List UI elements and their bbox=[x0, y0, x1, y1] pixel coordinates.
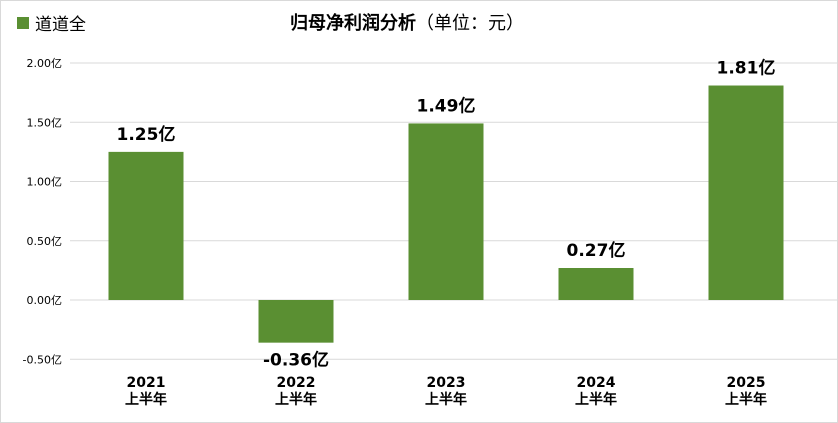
y-tick-label: -0.50亿 bbox=[23, 353, 62, 366]
bar bbox=[708, 85, 784, 300]
bar bbox=[258, 300, 334, 343]
x-tick-label: 2024 bbox=[577, 375, 616, 391]
x-tick-label: 2025 bbox=[727, 375, 766, 391]
data-label: 1.49亿 bbox=[417, 95, 476, 116]
legend-label: 道道全 bbox=[35, 15, 86, 35]
y-tick-label: 1.00亿 bbox=[27, 176, 63, 189]
x-tick-label: 2022 bbox=[277, 375, 316, 391]
bar bbox=[558, 268, 634, 300]
data-label: 1.81亿 bbox=[717, 58, 776, 79]
y-tick-label: 1.50亿 bbox=[27, 116, 63, 129]
chart-title: 归母净利润分析（单位：元） bbox=[290, 9, 524, 35]
title-main: 归母净利润分析 bbox=[290, 13, 416, 34]
title-unit: （单位：元） bbox=[416, 13, 524, 34]
x-tick-sublabel: 上半年 bbox=[125, 391, 167, 408]
legend: 道道全 bbox=[17, 10, 86, 35]
data-label: 0.27亿 bbox=[567, 240, 626, 261]
legend-swatch bbox=[17, 16, 29, 29]
x-tick-sublabel: 上半年 bbox=[425, 391, 467, 408]
x-tick-label: 2021 bbox=[127, 375, 166, 391]
x-tick-sublabel: 上半年 bbox=[275, 391, 317, 408]
bar bbox=[108, 151, 184, 300]
x-tick-label: 2023 bbox=[427, 375, 466, 391]
x-tick-sublabel: 上半年 bbox=[575, 391, 617, 408]
data-label: 1.25亿 bbox=[117, 124, 176, 145]
y-tick-label: 0.50亿 bbox=[27, 235, 63, 248]
x-tick-sublabel: 上半年 bbox=[725, 391, 767, 408]
bar bbox=[408, 123, 484, 300]
data-label: -0.36亿 bbox=[263, 350, 329, 371]
y-tick-label: 2.00亿 bbox=[27, 57, 63, 70]
y-tick-label: 0.00亿 bbox=[27, 294, 63, 307]
